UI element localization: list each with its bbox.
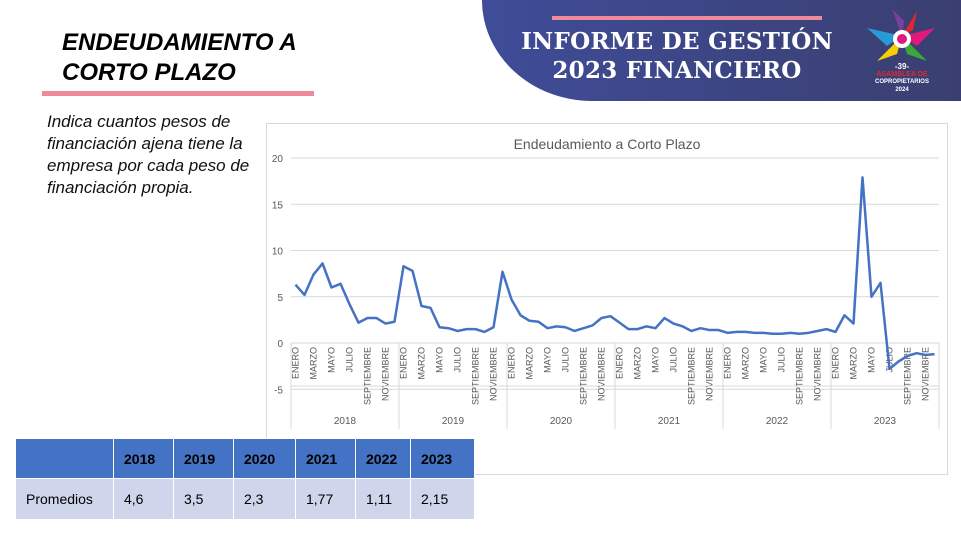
month-label: SEPTIEMBRE bbox=[363, 347, 373, 405]
y-tick-label: 5 bbox=[277, 293, 283, 304]
month-label: MAYO bbox=[543, 347, 553, 373]
month-label: JULIO bbox=[777, 347, 787, 373]
year-label: 2021 bbox=[658, 416, 681, 427]
title-underline bbox=[42, 91, 314, 96]
month-label: MARZO bbox=[849, 347, 859, 380]
table-header-cell: 2018 bbox=[113, 438, 174, 479]
month-label: JULIO bbox=[669, 347, 679, 373]
month-label: ENERO bbox=[507, 347, 517, 379]
table-cell: 1,77 bbox=[295, 478, 356, 520]
logo-line2: COPROPIETARIOS bbox=[875, 79, 929, 85]
month-label: MAYO bbox=[759, 347, 769, 373]
report-title-line2: 2023 FINANCIERO bbox=[552, 57, 802, 84]
page-title-line2: CORTO PLAZO bbox=[62, 59, 236, 86]
month-label: SEPTIEMBRE bbox=[795, 347, 805, 405]
month-label: MAYO bbox=[435, 347, 445, 373]
logo-year: 2024 bbox=[895, 87, 909, 93]
table-cell: 1,11 bbox=[355, 478, 411, 520]
flower-logo-icon bbox=[867, 9, 935, 61]
logo-line1: ASAMBLEA DE bbox=[876, 71, 928, 78]
logo-number: -39- bbox=[894, 62, 910, 71]
y-tick-label: 15 bbox=[272, 200, 284, 211]
chart-svg: Endeudamiento a Corto Plazo 20 15 10 5 0 -5 ENE… bbox=[272, 136, 940, 429]
table-cell: 2,15 bbox=[410, 478, 475, 520]
month-label: NOVIEMBRE bbox=[921, 347, 931, 401]
table-header-cell: 2021 bbox=[295, 438, 356, 479]
table-header-cell: 2022 bbox=[355, 438, 411, 479]
month-label: MARZO bbox=[309, 347, 319, 380]
month-label: SEPTIEMBRE bbox=[687, 347, 697, 405]
month-label: JULIO bbox=[345, 347, 355, 373]
month-label: NOVIEMBRE bbox=[813, 347, 823, 401]
table-cell: 3,5 bbox=[173, 478, 234, 520]
chart-title: Endeudamiento a Corto Plazo bbox=[514, 136, 701, 152]
month-label: ENERO bbox=[615, 347, 625, 379]
month-label: JULIO bbox=[561, 347, 571, 373]
month-label: ENERO bbox=[291, 347, 301, 379]
y-tick-label: 10 bbox=[272, 247, 284, 258]
month-label: MAYO bbox=[867, 347, 877, 373]
month-label: JULIO bbox=[453, 347, 463, 373]
month-label: SEPTIEMBRE bbox=[903, 347, 913, 405]
table-header-row: 2018 2019 2020 2021 2022 2023 bbox=[15, 438, 475, 479]
year-label: 2019 bbox=[442, 416, 465, 427]
banner-accent-line bbox=[552, 16, 822, 20]
month-label: MARZO bbox=[417, 347, 427, 380]
month-label: MARZO bbox=[525, 347, 535, 380]
month-label: MAYO bbox=[327, 347, 337, 373]
y-tick-label: 20 bbox=[272, 154, 284, 165]
month-label: ENERO bbox=[831, 347, 841, 379]
table-header-cell: 2023 bbox=[410, 438, 475, 479]
report-title: INFORME DE GESTIÓN 2023 FINANCIERO bbox=[512, 27, 842, 85]
assembly-logo: -39- ASAMBLEA DE COPROPIETARIOS 2024 bbox=[857, 6, 947, 96]
month-label: SEPTIEMBRE bbox=[471, 347, 481, 405]
y-tick-label: 0 bbox=[277, 339, 283, 350]
table-header-cell: 2019 bbox=[173, 438, 234, 479]
page-title: ENDEUDAMIENTO A CORTO PLAZO bbox=[62, 28, 297, 88]
month-label: NOVIEMBRE bbox=[705, 347, 715, 401]
month-label: ENERO bbox=[723, 347, 733, 379]
month-label: NOVIEMBRE bbox=[597, 347, 607, 401]
month-label: NOVIEMBRE bbox=[489, 347, 499, 401]
report-title-line1: INFORME DE GESTIÓN bbox=[521, 28, 833, 55]
line-chart: Endeudamiento a Corto Plazo 20 15 10 5 0 -5 ENE… bbox=[266, 123, 948, 475]
table-header-cell: 2020 bbox=[233, 438, 296, 479]
month-label: MARZO bbox=[633, 347, 643, 380]
description: Indica cuantos pesos de financiación aje… bbox=[47, 112, 250, 197]
y-tick-label: -5 bbox=[274, 385, 283, 396]
table-cell: Promedios bbox=[15, 478, 114, 520]
table-row: Promedios 4,6 3,5 2,3 1,77 1,11 2,15 bbox=[15, 478, 475, 520]
table-header-cell bbox=[15, 438, 114, 479]
table-cell: 4,6 bbox=[113, 478, 174, 520]
year-label: 2018 bbox=[334, 416, 357, 427]
header-banner: INFORME DE GESTIÓN 2023 FINANCIERO -39- … bbox=[482, 0, 961, 101]
year-label: 2020 bbox=[550, 416, 573, 427]
page-title-line1: ENDEUDAMIENTO A bbox=[62, 29, 297, 56]
averages-table: 2018 2019 2020 2021 2022 2023 Promedios … bbox=[15, 438, 475, 520]
month-label: NOVIEMBRE bbox=[381, 347, 391, 401]
table-cell: 2,3 bbox=[233, 478, 296, 520]
year-label: 2023 bbox=[874, 416, 897, 427]
year-label: 2022 bbox=[766, 416, 789, 427]
series-line bbox=[294, 176, 935, 371]
month-label: SEPTIEMBRE bbox=[579, 347, 589, 405]
month-label: MAYO bbox=[651, 347, 661, 373]
month-label: MARZO bbox=[741, 347, 751, 380]
month-label: ENERO bbox=[399, 347, 409, 379]
